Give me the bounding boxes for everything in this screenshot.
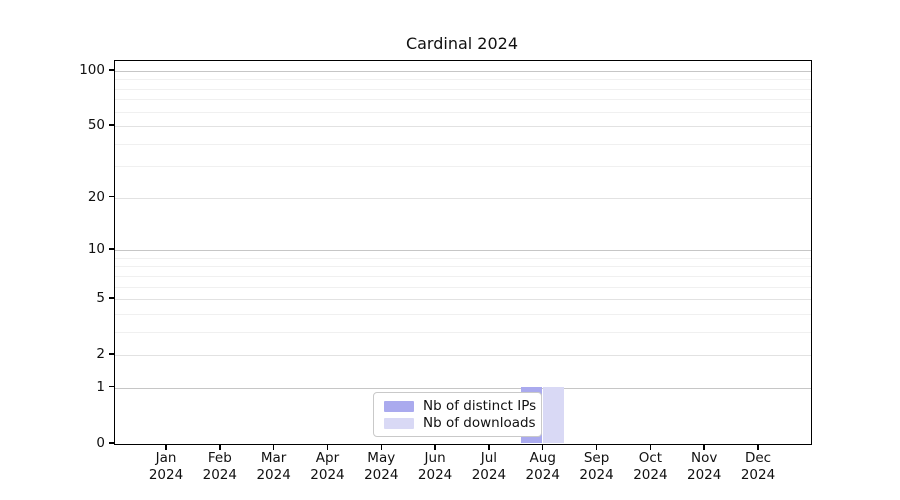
x-tick-label: Jul 2024 bbox=[471, 450, 507, 483]
gridline-minor bbox=[115, 313, 811, 315]
y-tick-label: 100 bbox=[79, 62, 105, 78]
gridline-minor bbox=[115, 266, 811, 268]
x-tick-mark bbox=[165, 444, 167, 450]
gridline-minor bbox=[115, 88, 811, 90]
y-tick-mark bbox=[109, 248, 114, 250]
x-tick-label: Apr 2024 bbox=[310, 450, 345, 483]
x-tick-mark bbox=[488, 444, 490, 450]
y-tick-mark bbox=[109, 69, 114, 71]
x-tick-mark bbox=[703, 444, 705, 450]
gridline-minor bbox=[115, 143, 811, 145]
x-tick-label: Feb 2024 bbox=[202, 450, 237, 483]
bar-nb-of-downloads-aug-2024[interactable] bbox=[543, 386, 565, 443]
y-tick-label: 1 bbox=[96, 378, 105, 395]
y-tick-label: 20 bbox=[87, 188, 105, 205]
gridline bbox=[115, 250, 811, 252]
legend-label-downloads: Nb of downloads bbox=[423, 415, 536, 431]
gridline bbox=[115, 197, 811, 199]
gridline-minor bbox=[115, 257, 811, 259]
chart-title: Cardinal 2024 bbox=[405, 34, 519, 53]
gridline-minor bbox=[115, 286, 811, 288]
gridline-minor bbox=[115, 99, 811, 101]
gridline bbox=[115, 387, 811, 389]
legend: Nb of distinct IPs Nb of downloads bbox=[373, 392, 542, 437]
gridline-minor bbox=[115, 79, 811, 81]
y-tick-mark bbox=[109, 385, 114, 388]
gridline bbox=[115, 126, 811, 128]
y-tick-mark bbox=[109, 353, 114, 355]
x-tick-mark bbox=[380, 444, 383, 450]
x-tick-label: Dec 2024 bbox=[740, 450, 776, 483]
x-tick-label: Aug 2024 bbox=[525, 450, 560, 483]
x-tick-mark bbox=[219, 444, 221, 450]
gridline-minor bbox=[115, 331, 811, 333]
y-tick-mark bbox=[109, 297, 114, 299]
x-tick-label: Mar 2024 bbox=[256, 450, 291, 483]
y-tick-label: 2 bbox=[96, 346, 105, 363]
y-tick-mark bbox=[109, 442, 114, 444]
legend-swatch-downloads-icon bbox=[384, 417, 414, 429]
y-tick-mark bbox=[109, 195, 114, 198]
x-tick-mark bbox=[272, 444, 275, 450]
gridline-minor bbox=[115, 111, 811, 113]
x-tick-mark bbox=[757, 444, 759, 450]
x-tick-mark bbox=[649, 444, 652, 450]
x-tick-mark bbox=[434, 444, 436, 450]
x-tick-label: Jun 2024 bbox=[417, 450, 453, 483]
legend-item: Nb of distinct IPs bbox=[384, 398, 536, 414]
legend-swatch-distinct-ips-icon bbox=[384, 400, 414, 412]
y-tick-label: 50 bbox=[87, 117, 105, 134]
x-tick-mark bbox=[326, 444, 329, 450]
x-tick-label: Oct 2024 bbox=[633, 450, 668, 483]
x-tick-label: Sep 2024 bbox=[579, 450, 614, 483]
y-tick-mark bbox=[109, 124, 114, 126]
x-tick-mark bbox=[541, 444, 544, 450]
y-tick-label: 0 bbox=[96, 435, 105, 451]
gridline bbox=[115, 71, 811, 72]
x-tick-label: May 2024 bbox=[364, 450, 399, 483]
y-tick-label: 10 bbox=[87, 241, 105, 258]
plot-area bbox=[114, 60, 812, 445]
x-tick-label: Nov 2024 bbox=[687, 450, 722, 483]
x-tick-label: Jan 2024 bbox=[148, 450, 184, 483]
gridline-minor bbox=[115, 166, 811, 168]
y-tick-label: 5 bbox=[96, 290, 105, 307]
gridline-minor bbox=[115, 275, 811, 277]
legend-label-distinct-ips: Nb of distinct IPs bbox=[423, 398, 537, 414]
gridline bbox=[115, 299, 811, 301]
x-tick-mark bbox=[595, 444, 598, 450]
legend-item: Nb of downloads bbox=[384, 415, 536, 431]
gridline bbox=[115, 355, 811, 357]
